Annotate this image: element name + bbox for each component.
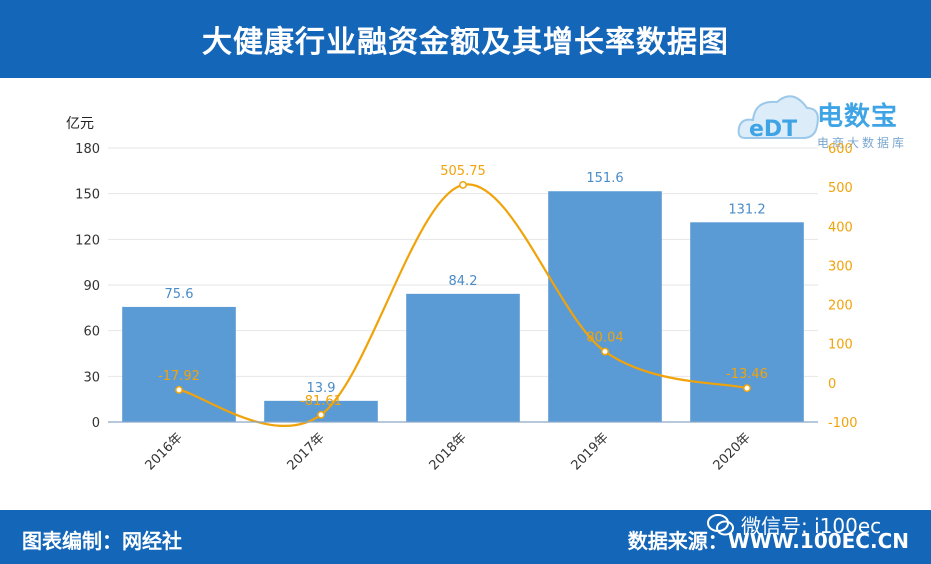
x-tick-label: 2020年 (711, 430, 754, 473)
y-right-tick-label: 200 (828, 299, 853, 314)
cloud-logo-icon: eDT (737, 95, 819, 142)
y-right-tick-label: 400 (828, 220, 853, 235)
x-axis: 2016年 2017年 2018年 2019年 2020年 (108, 421, 818, 473)
line-data-labels: -17.92 -81.61 505.75 80.04 -13.46 (158, 164, 768, 409)
x-tick-label: 2017年 (285, 430, 328, 473)
wechat-id: 微信号: i100ec (741, 514, 882, 538)
wechat-watermark: 微信号: i100ec (707, 510, 881, 539)
y-left-tick-label: 90 (83, 279, 100, 294)
y-left-tick-label: 150 (75, 188, 100, 203)
logo-brand: 电数宝 (817, 102, 899, 132)
y-left-tick-label: 120 (75, 233, 100, 248)
bar-series (122, 191, 804, 422)
bar-value-label: 151.6 (586, 171, 623, 186)
line-point (317, 410, 325, 419)
y-left-tick-label: 30 (83, 370, 100, 385)
line-point (743, 384, 751, 393)
wechat-icon (707, 513, 734, 535)
left-axis: 0 30 60 90 120 150 180 (75, 142, 100, 431)
x-tick-label: 2018年 (427, 430, 470, 473)
chart-area: 0 30 60 90 120 150 180 -100 0 100 200 300 400 500 600… (66, 116, 858, 473)
line-series (175, 180, 751, 427)
x-tick-label: 2019年 (569, 430, 612, 473)
line-value-label: 80.04 (586, 331, 623, 346)
footer-source-left: 图表编制：网经社 (22, 529, 182, 553)
line-value-label: -17.92 (158, 369, 200, 384)
svg-text:eDT: eDT (749, 117, 797, 142)
y-left-tick-label: 0 (92, 416, 100, 431)
bar-value-label: 13.9 (307, 381, 336, 396)
line-point (459, 180, 467, 189)
y-unit-label: 亿元 (66, 116, 94, 132)
bar (122, 306, 236, 422)
right-axis: -100 0 100 200 300 400 500 600 (828, 142, 858, 431)
bar-value-label: 131.2 (728, 202, 765, 217)
bar-data-labels: 75.6 13.9 84.2 151.6 131.2 (165, 171, 766, 396)
x-tick-label: 2016年 (143, 430, 186, 473)
line-value-label: -13.46 (726, 367, 768, 382)
bar-value-label: 75.6 (165, 287, 194, 302)
y-right-tick-label: 0 (828, 377, 836, 392)
footer-source-right: 数据来源：WWW.100EC.CN (627, 529, 909, 553)
y-right-tick-label: -100 (828, 416, 858, 431)
line-value-label: -81.61 (300, 394, 342, 409)
bar (548, 191, 662, 422)
edt-logo: eDT 电数宝 电商大数据库 (735, 86, 925, 156)
y-right-tick-label: 600 (828, 142, 853, 157)
bar (406, 293, 520, 422)
footer-bar: 图表编制：网经社 数据来源：WWW.100EC.CN (0, 510, 931, 564)
logo-subtitle: 电商大数据库 (817, 136, 908, 150)
y-right-tick-label: 300 (828, 259, 853, 274)
line-value-label: 505.75 (440, 164, 486, 179)
y-left-tick-label: 60 (83, 325, 100, 340)
y-right-tick-label: 500 (828, 181, 853, 196)
line-point (175, 385, 183, 394)
header-bar: 大健康行业融资金额及其增长率数据图 (0, 0, 931, 78)
y-right-tick-label: 100 (828, 338, 853, 353)
bar-value-label: 84.2 (449, 274, 478, 289)
y-left-tick-label: 180 (75, 142, 100, 157)
chart-title: 大健康行业融资金额及其增长率数据图 (202, 25, 729, 60)
line-point (601, 347, 609, 356)
